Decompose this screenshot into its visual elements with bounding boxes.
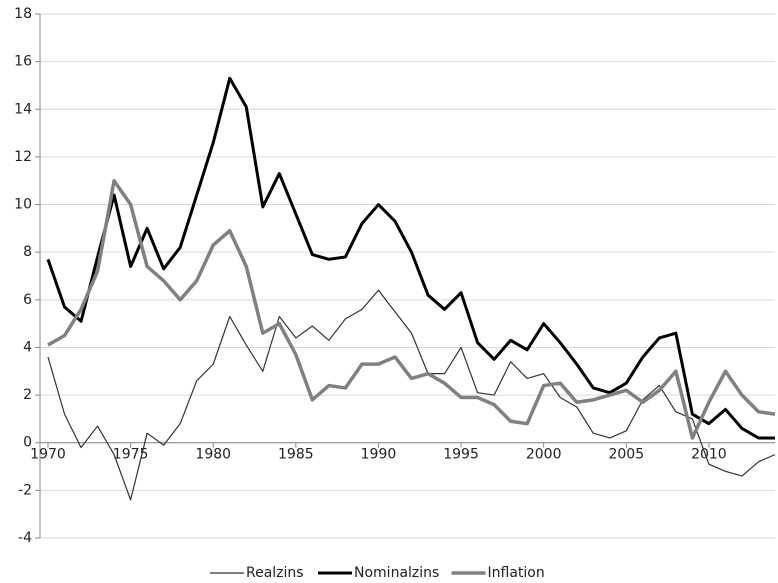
legend-label: Inflation xyxy=(488,565,545,581)
y-tick-label: 16 xyxy=(14,54,32,70)
line-series xyxy=(46,76,775,440)
y-tick-label: 6 xyxy=(23,292,32,308)
x-tick-label: 2005 xyxy=(608,447,644,463)
x-tick-label: 2010 xyxy=(691,447,727,463)
legend: Realzins Nominalzins Inflation xyxy=(210,565,545,581)
legend-label: Nominalzins xyxy=(354,565,439,581)
y-tick-label: 8 xyxy=(23,244,32,260)
y-tick-label: 0 xyxy=(23,435,32,451)
x-tick-label: 1970 xyxy=(30,447,66,463)
x-tick-label: 1980 xyxy=(195,447,231,463)
y-tick-label: 2 xyxy=(23,387,32,403)
line-series xyxy=(47,289,776,501)
y-tick-label: 4 xyxy=(23,339,32,355)
y-tick-label: 18 xyxy=(14,6,32,22)
x-tick-label: 1990 xyxy=(361,447,397,463)
y-tick-label: 12 xyxy=(14,149,32,165)
y-tick-label: -2 xyxy=(18,482,32,498)
y-tick-label: 14 xyxy=(14,101,32,117)
y-tick-label: 10 xyxy=(14,197,32,213)
x-tick-label: 1995 xyxy=(443,447,479,463)
x-tick-label: 2000 xyxy=(526,447,562,463)
line-series xyxy=(47,178,776,440)
x-tick-label: 1975 xyxy=(113,447,149,463)
legend-label: Realzins xyxy=(246,565,304,581)
y-tick-label: -4 xyxy=(18,530,32,546)
x-tick-label: 1985 xyxy=(278,447,314,463)
